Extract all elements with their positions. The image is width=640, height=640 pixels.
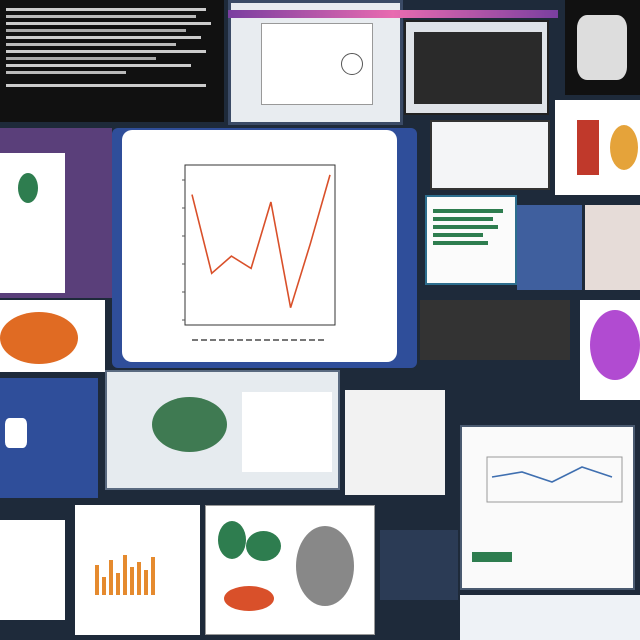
green-specimen-icon — [218, 521, 246, 559]
sketch-document — [345, 390, 445, 495]
y-ticks — [182, 179, 185, 321]
bar-chart-bars — [95, 545, 155, 595]
line-chart-window — [460, 425, 635, 590]
checklist-window — [425, 195, 517, 285]
map-sidebar — [242, 392, 332, 472]
orange-shape-icon — [0, 312, 78, 364]
purple-leaf-tile — [580, 300, 640, 400]
chart-series-line — [191, 174, 331, 308]
line-chart — [182, 164, 336, 341]
mini-chart-plot-area — [486, 456, 623, 503]
purple-panel — [0, 128, 112, 298]
photo-figure — [577, 15, 627, 80]
green-specimen-icon-2 — [246, 531, 281, 561]
flame-icon — [610, 125, 638, 170]
main-chart-card — [122, 130, 397, 362]
blue-shape-icon — [5, 418, 27, 448]
green-button — [472, 552, 512, 562]
bar-document-left — [0, 520, 65, 620]
photo-tile — [565, 0, 640, 95]
specimen-window — [205, 505, 375, 635]
green-leaf-icon — [18, 173, 38, 203]
chart-plot-area — [184, 164, 336, 326]
bottom-right-doc — [380, 530, 458, 600]
header-strip — [228, 10, 558, 18]
teal-sign-tile — [517, 205, 582, 290]
bar-chart-document — [75, 505, 200, 635]
bottom-right-tile — [460, 595, 640, 640]
purple-leaf-icon — [590, 310, 640, 380]
red-specimen-icon — [224, 586, 274, 611]
stone-icon — [296, 526, 354, 606]
orange-shape-tile — [0, 300, 105, 372]
text-document-panel — [0, 0, 224, 122]
dark-screen — [414, 32, 542, 104]
mini-line-chart — [472, 456, 623, 562]
green-map-icon — [152, 397, 227, 452]
map-window — [105, 370, 340, 490]
dark-strip — [420, 300, 570, 360]
blue-doc-tile — [0, 378, 98, 498]
checklist-lines — [433, 209, 513, 249]
sketch-circle — [341, 53, 363, 75]
text-lines — [6, 8, 216, 91]
flame-image — [577, 120, 599, 175]
flame-photo-tile — [555, 100, 640, 195]
mini-chart-line — [491, 466, 613, 483]
orange-sign-tile — [585, 205, 640, 290]
table-window — [430, 120, 550, 190]
dark-screen-window — [404, 20, 549, 115]
sketch-window — [228, 0, 403, 125]
